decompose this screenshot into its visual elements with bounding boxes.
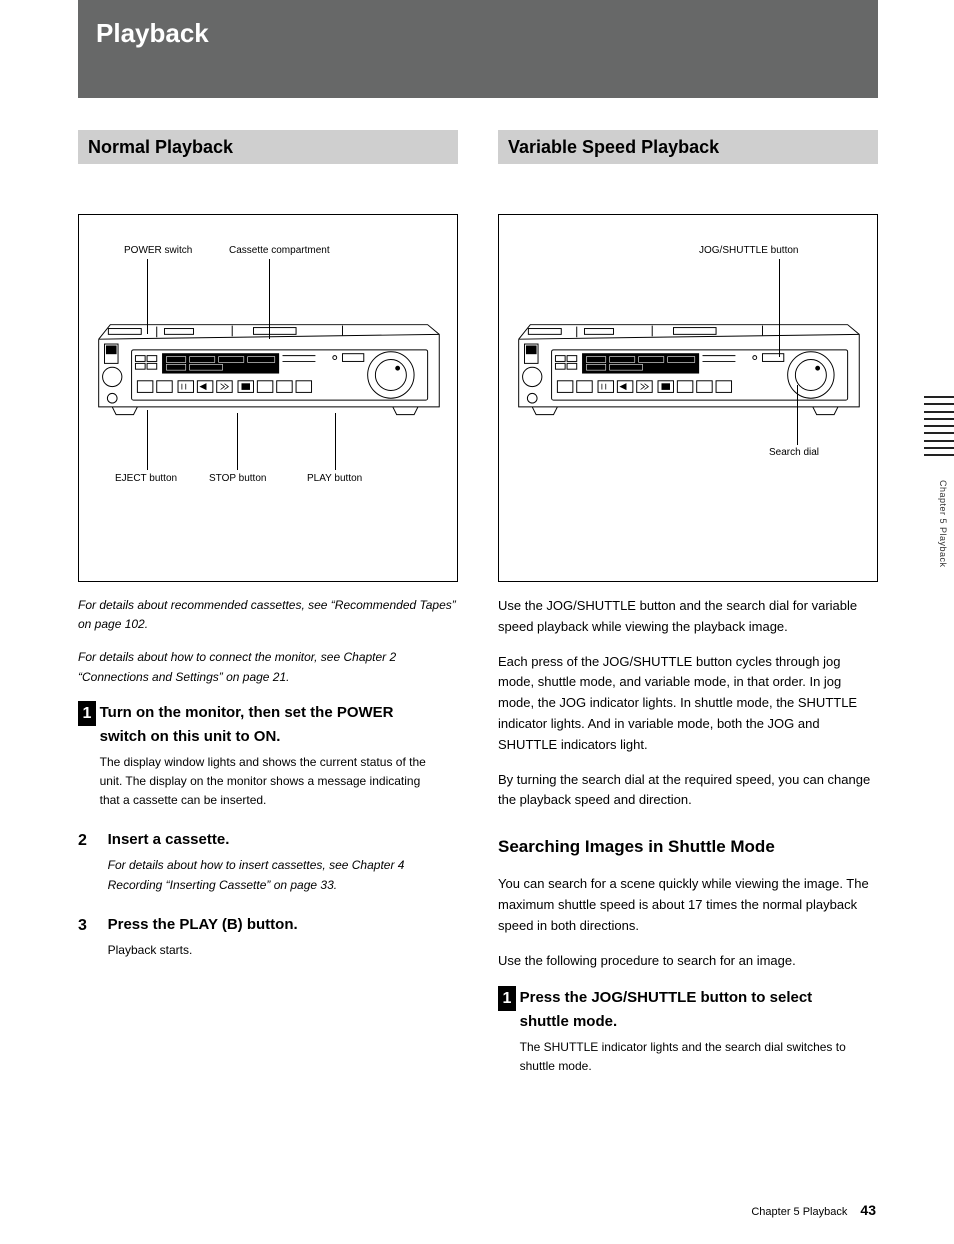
page-header: Playback xyxy=(78,0,878,98)
step-number: 1 xyxy=(498,986,516,1012)
left-body-text: For details about recommended cassettes,… xyxy=(78,596,458,960)
right-sub-p1: You can search for a scene quickly while… xyxy=(498,874,878,936)
step-detail: Playback starts. xyxy=(108,941,448,960)
step-number: 1 xyxy=(78,701,96,727)
step-heading: Insert a cassette. xyxy=(108,831,230,848)
device-illustration xyxy=(89,315,447,460)
step-3: 3 Press the PLAY (B) button. Playback st… xyxy=(78,913,458,960)
callout-power-switch: POWER switch xyxy=(124,245,192,256)
step-heading: Press the JOG/SHUTTLE button to select s… xyxy=(520,989,813,1030)
callout-play-button: PLAY button xyxy=(307,473,362,484)
footer-page-number: 43 xyxy=(860,1202,876,1218)
footer-chapter: Chapter 5 Playback xyxy=(751,1206,847,1218)
column-normal-playback: Normal Playback POWER switch Cassette co… xyxy=(78,130,458,978)
step-detail: For details about how to insert cassette… xyxy=(108,856,448,894)
callout-stop-button: STOP button xyxy=(209,473,266,484)
subsection-title-shuttle: Searching Images in Shuttle Mode xyxy=(498,833,878,860)
figure-variable-playback: JOG/SHUTTLE button xyxy=(498,214,878,582)
leader-line xyxy=(269,259,270,339)
callout-jog-shuttle-button: JOG/SHUTTLE button xyxy=(699,245,798,256)
step-1: 1 Turn on the monitor, then set the POWE… xyxy=(78,701,458,811)
callout-eject-button: EJECT button xyxy=(115,473,177,484)
leader-line xyxy=(237,413,238,470)
step-2: 2 Insert a cassette. For details about h… xyxy=(78,828,458,894)
step-number: 3 xyxy=(78,913,104,939)
leader-line xyxy=(147,259,148,334)
step-number: 2 xyxy=(78,828,104,854)
right-sub-p2: Use the following procedure to search fo… xyxy=(498,951,878,972)
step-heading: Turn on the monitor, then set the POWER … xyxy=(100,704,394,745)
leader-line xyxy=(335,413,336,470)
leader-line xyxy=(797,385,798,445)
left-xref-1: For details about recommended cassettes,… xyxy=(78,596,458,634)
leader-line xyxy=(147,410,148,470)
column-variable-playback: Variable Speed Playback JOG/SHUTTLE butt… xyxy=(498,130,878,1094)
step-heading: Press the PLAY (B) button. xyxy=(108,916,298,933)
callout-cassette-slot: Cassette compartment xyxy=(229,245,330,256)
step-r1: 1 Press the JOG/SHUTTLE button to select… xyxy=(498,986,878,1076)
right-body-text: Use the JOG/SHUTTLE button and the searc… xyxy=(498,596,878,1076)
page-title: Playback xyxy=(96,18,878,49)
device-illustration xyxy=(509,315,867,460)
right-p1: Use the JOG/SHUTTLE button and the searc… xyxy=(498,596,878,638)
callout-search-dial: Search dial xyxy=(769,447,819,458)
right-p2: Each press of the JOG/SHUTTLE button cyc… xyxy=(498,652,878,756)
figure-normal-playback: POWER switch Cassette compartment xyxy=(78,214,458,582)
right-p3: By turning the search dial at the requir… xyxy=(498,770,878,812)
section-title-normal: Normal Playback xyxy=(78,130,458,164)
step-detail: The SHUTTLE indicator lights and the sea… xyxy=(520,1038,860,1076)
side-tab-stripes xyxy=(924,396,954,456)
section-title-variable: Variable Speed Playback xyxy=(498,130,878,164)
left-xref-2: For details about how to connect the mon… xyxy=(78,648,458,686)
page-footer: Chapter 5 Playback 43 xyxy=(751,1202,876,1218)
section-title-text: Normal Playback xyxy=(88,137,233,158)
section-title-text: Variable Speed Playback xyxy=(508,137,719,158)
side-chapter-label: Chapter 5 Playback xyxy=(938,480,948,568)
leader-line xyxy=(779,259,780,357)
step-detail: The display window lights and shows the … xyxy=(100,753,440,811)
